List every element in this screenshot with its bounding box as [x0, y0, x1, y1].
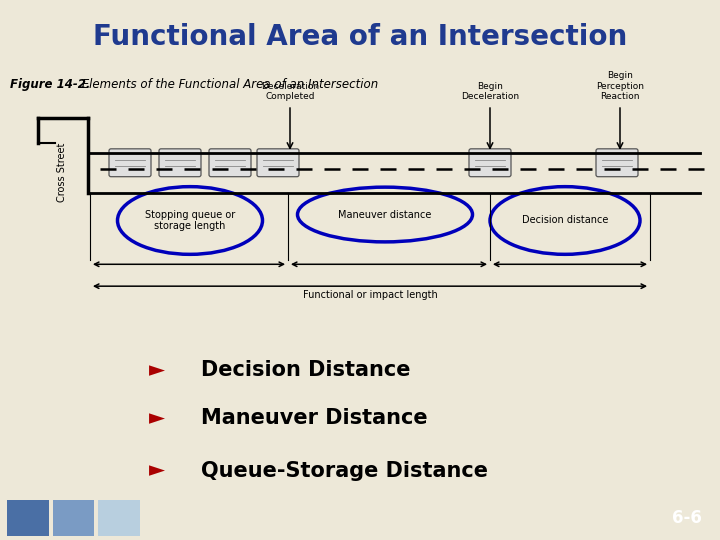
- Text: Decision distance: Decision distance: [522, 215, 608, 226]
- Text: Functional or impact length: Functional or impact length: [302, 290, 437, 300]
- Text: Begin
Deceleration: Begin Deceleration: [461, 82, 519, 101]
- Text: Cross Street: Cross Street: [57, 143, 67, 202]
- Text: Functional Area of an Intersection: Functional Area of an Intersection: [93, 23, 627, 51]
- Bar: [53, 500, 94, 536]
- FancyBboxPatch shape: [596, 149, 638, 177]
- Text: Begin
Perception
Reaction: Begin Perception Reaction: [596, 71, 644, 101]
- Text: Figure 14-2.: Figure 14-2.: [10, 78, 91, 91]
- Text: 6-6: 6-6: [672, 509, 702, 527]
- FancyBboxPatch shape: [209, 149, 251, 177]
- Text: Decision Distance: Decision Distance: [201, 360, 410, 380]
- FancyBboxPatch shape: [109, 149, 151, 177]
- Text: Deceleration
Completed: Deceleration Completed: [261, 82, 319, 101]
- Text: ►: ►: [148, 360, 164, 380]
- Text: Elements of the Functional Area of an Intersection: Elements of the Functional Area of an In…: [78, 78, 378, 91]
- Text: ►: ►: [148, 408, 164, 428]
- Text: Stopping queue or
storage length: Stopping queue or storage length: [145, 210, 235, 231]
- Bar: [7, 500, 49, 536]
- Text: Maneuver Distance: Maneuver Distance: [201, 408, 428, 428]
- Text: Queue-Storage Distance: Queue-Storage Distance: [201, 461, 488, 481]
- Text: ►: ►: [148, 461, 164, 481]
- FancyBboxPatch shape: [469, 149, 511, 177]
- Bar: [98, 500, 140, 536]
- Text: Maneuver distance: Maneuver distance: [338, 210, 432, 220]
- FancyBboxPatch shape: [257, 149, 299, 177]
- FancyBboxPatch shape: [159, 149, 201, 177]
